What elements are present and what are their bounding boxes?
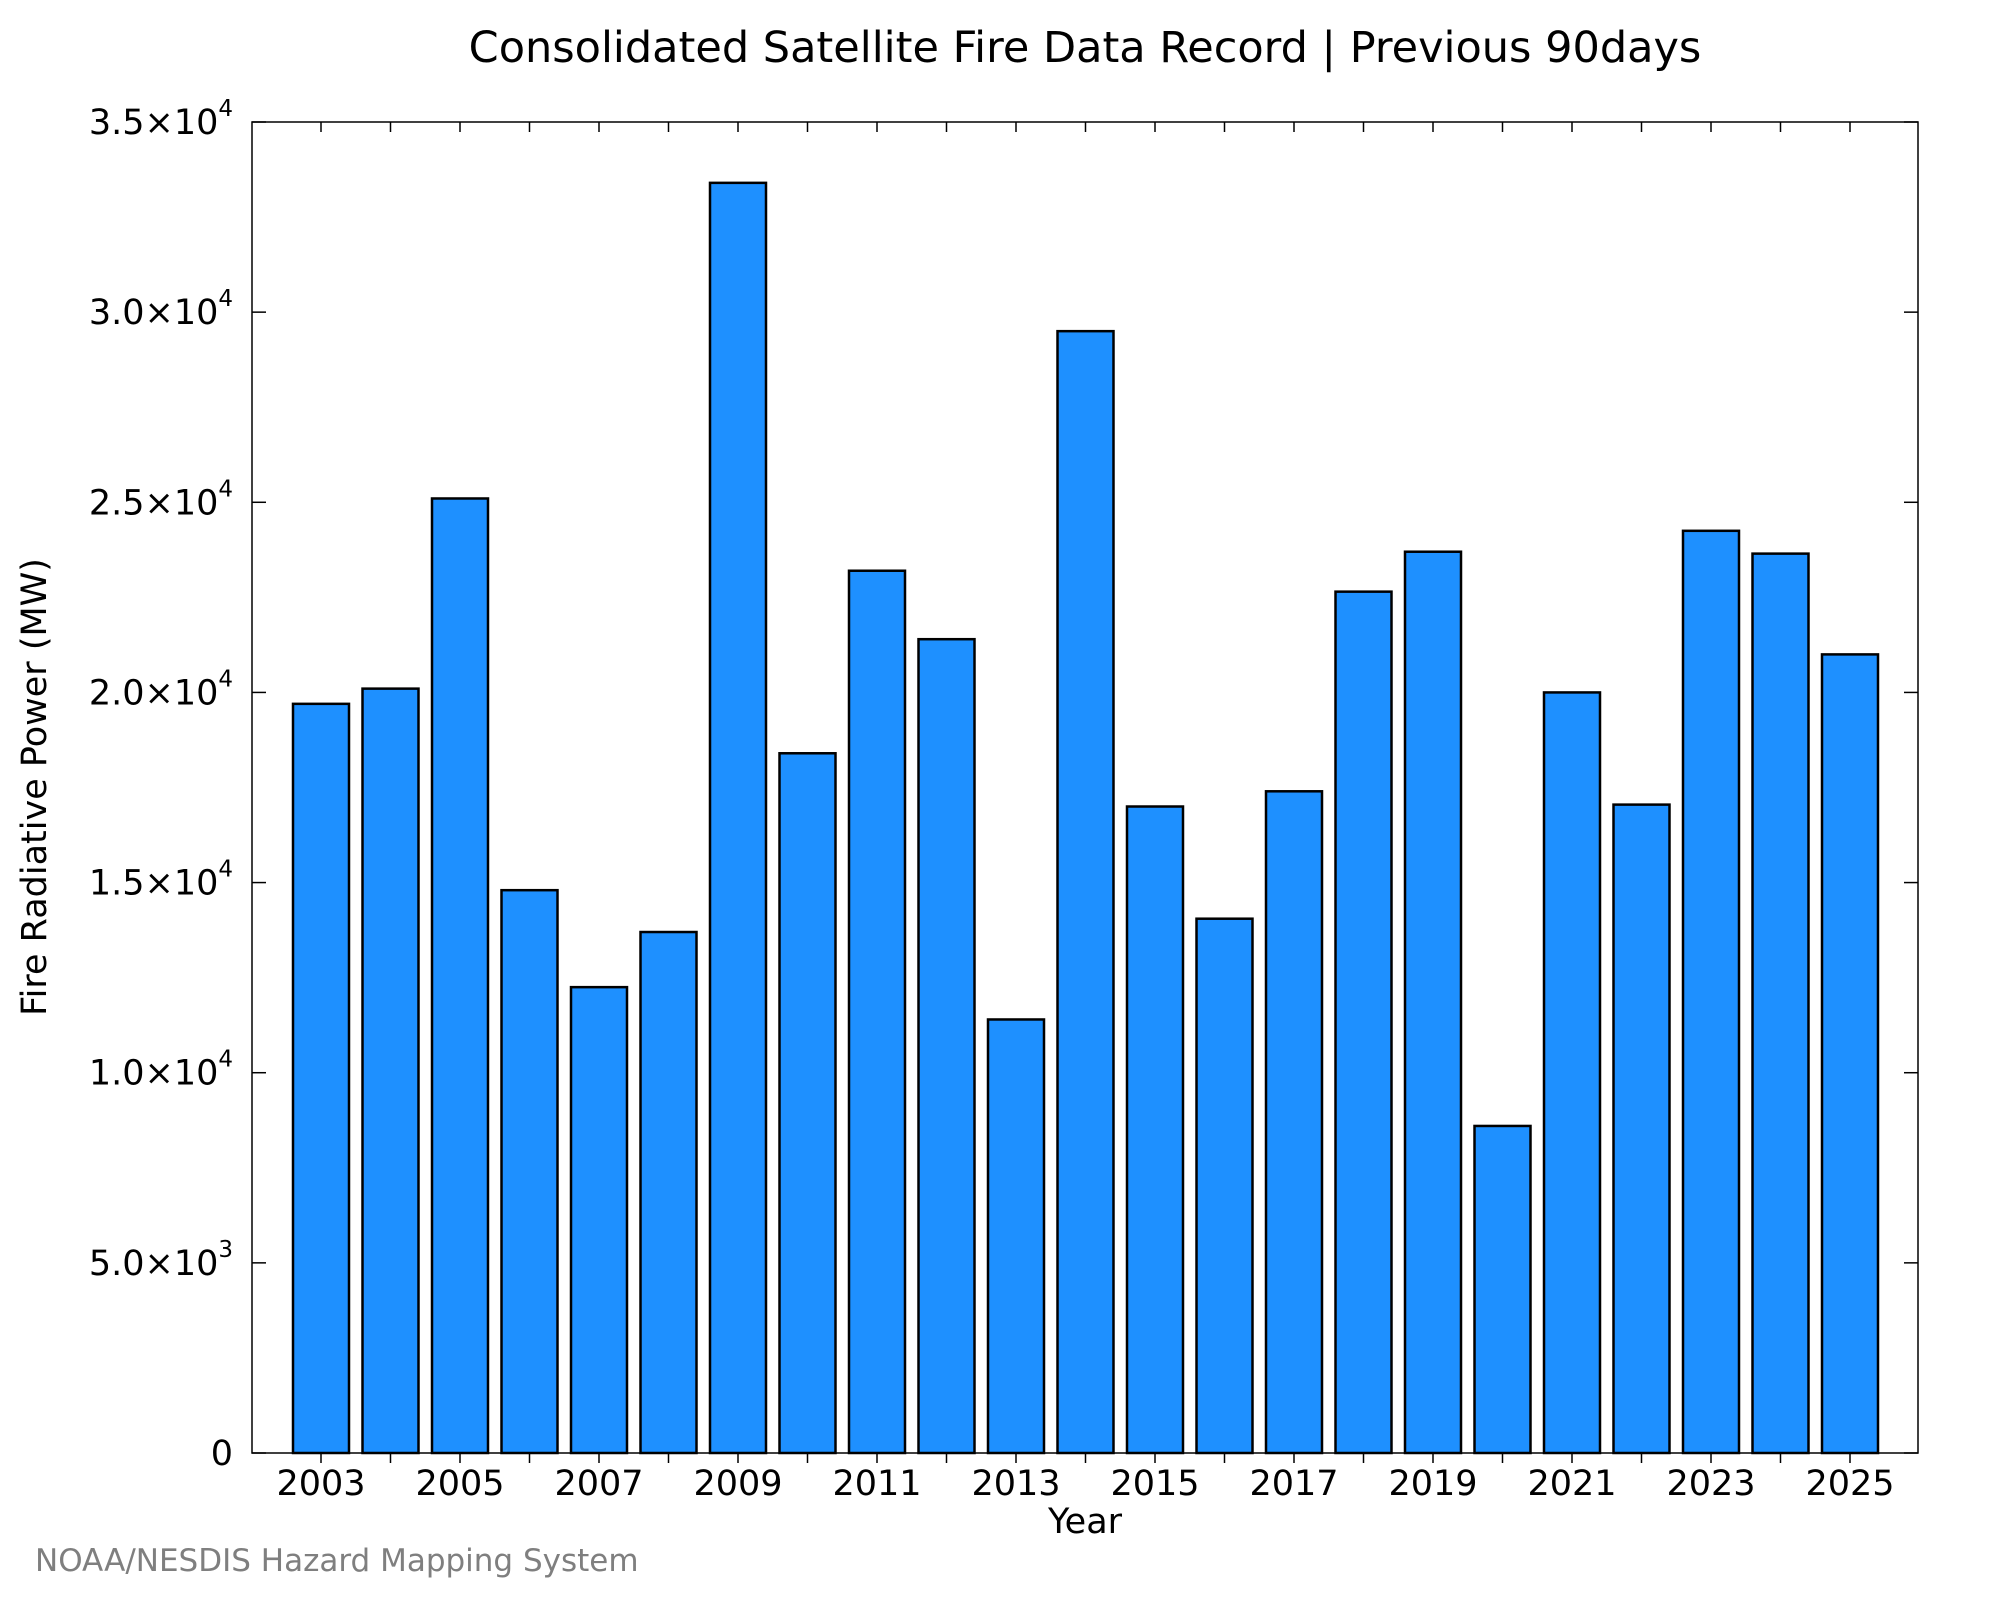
source-credit: NOAA/NESDIS Hazard Mapping System [35, 1543, 639, 1579]
y-axis-label: Fire Radiative Power (MW) [15, 558, 55, 1016]
bar-2008 [639, 930, 698, 1455]
y-tick-label: 5.0×103 [89, 1237, 233, 1284]
bar-2014 [1056, 329, 1115, 1455]
x-tick-label: 2015 [1110, 1464, 1199, 1504]
y-tick-label: 3.5×104 [89, 96, 233, 143]
bar-2017 [1264, 790, 1324, 1455]
bar-2006 [500, 888, 559, 1455]
y-tick-label: 1.5×104 [89, 857, 233, 904]
x-tick-label: 2023 [1666, 1464, 1755, 1504]
bar-2016 [1195, 917, 1254, 1455]
bar-2015 [1125, 805, 1185, 1455]
y-tick-label: 0 [211, 1434, 233, 1474]
x-tick-label: 2021 [1527, 1464, 1616, 1504]
x-tick-label: 2019 [1388, 1464, 1477, 1504]
x-tick-label: 2009 [693, 1464, 782, 1504]
bar-2003 [291, 702, 351, 1455]
x-axis: 2003 2005 2007 2009 2011 2013 2015 2017 2019 2021… [276, 122, 1895, 1504]
x-tick-label: 2011 [832, 1464, 921, 1504]
x-tick-label: 2013 [971, 1464, 1060, 1504]
bar-2023 [1681, 529, 1741, 1455]
x-axis-label: Year [1047, 1502, 1123, 1542]
x-tick-label: 2003 [276, 1464, 365, 1504]
bar-2005 [430, 497, 490, 1455]
bar-2021 [1542, 691, 1602, 1455]
bar-2013 [986, 1018, 1046, 1455]
bar-2009 [708, 181, 768, 1455]
y-tick-label: 3.0×104 [89, 286, 233, 333]
y-axis: 0 5.0×103 1.0×104 1.5×104 2.0×104 2.5×104 3.0×… [89, 96, 1918, 1474]
y-tick-label: 2.5×104 [89, 476, 233, 523]
y-tick-label: 2.0×104 [89, 666, 233, 713]
x-tick-label: 2005 [415, 1464, 504, 1504]
bar-2012 [917, 637, 976, 1455]
bar-2004 [361, 687, 420, 1455]
y-tick-label: 1.0×104 [89, 1047, 233, 1094]
x-tick-label: 2017 [1249, 1464, 1338, 1504]
bar-2018 [1334, 590, 1393, 1455]
bar-2020 [1473, 1124, 1532, 1455]
bar-2025 [1820, 653, 1880, 1455]
bar-2019 [1403, 550, 1463, 1455]
x-tick-label: 2025 [1805, 1464, 1894, 1504]
bar-2022 [1612, 803, 1671, 1455]
bars-group [291, 181, 1880, 1455]
bar-2007 [569, 985, 629, 1455]
x-tick-label: 2007 [554, 1464, 643, 1504]
bar-2011 [847, 569, 907, 1455]
bar-2024 [1751, 552, 1810, 1455]
bar-2010 [778, 752, 837, 1455]
chart-title: Consolidated Satellite Fire Data Record … [469, 23, 1702, 73]
